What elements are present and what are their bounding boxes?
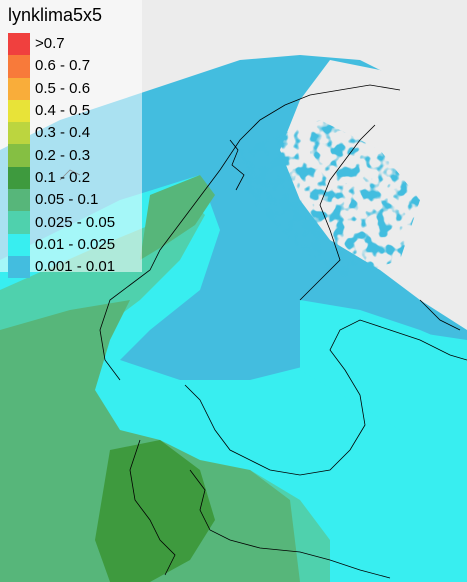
zone-green-northsea [0, 300, 300, 582]
legend-swatch [8, 55, 30, 78]
legend-item: 0.3 - 0.4 [8, 122, 115, 145]
legend-label: 0.01 - 0.025 [35, 235, 116, 253]
coastline-segment [184, 319, 467, 476]
zone-cyan-baltic [300, 300, 467, 440]
legend-item: 0.2 - 0.3 [8, 144, 115, 167]
legend-item: 0.5 - 0.6 [8, 77, 115, 100]
legend-swatch [8, 211, 30, 234]
legend-item: 0.05 - 0.1 [8, 189, 115, 212]
coastline-segment [419, 299, 461, 331]
legend-label: 0.2 - 0.3 [35, 146, 91, 164]
legend-label: 0.3 - 0.4 [35, 124, 91, 142]
legend-item: 0.001 - 0.01 [8, 255, 116, 279]
legend-item: 0.1 - 0.2 [8, 166, 115, 190]
legend-label: 0.6 - 0.7 [35, 57, 91, 75]
legend-swatch [8, 122, 30, 145]
legend-title: lynklima5x5 [8, 5, 103, 25]
coastline-segment [129, 439, 176, 576]
legend-label: 0.1 - 0.2 [35, 168, 91, 186]
zone-green-norway [140, 175, 215, 260]
legend-label: 0.001 - 0.01 [35, 258, 116, 276]
zone-dark-denmark [95, 440, 215, 582]
legend-swatch [8, 233, 30, 256]
legend-item: 0.01 - 0.025 [8, 233, 116, 256]
legend-list: >0.7 0.6 - 0.7 0.5 - 0.6 0.4 - 0.5 0.3 - 0.4… [8, 33, 116, 279]
coastline-segment [99, 84, 401, 381]
legend-swatch [8, 255, 30, 279]
legend-item: 0.025 - 0.05 [8, 211, 116, 234]
legend-swatch [8, 99, 30, 123]
coastline-segment [189, 469, 391, 579]
legend-item: >0.7 [8, 33, 115, 56]
legend-label: >0.7 [35, 35, 65, 53]
legend-item: 0.4 - 0.5 [8, 99, 115, 123]
legend-label: 0.5 - 0.6 [35, 79, 91, 97]
legend-label: 0.05 - 0.1 [35, 191, 99, 209]
legend-item: 0.6 - 0.7 [8, 55, 115, 78]
zone-speckle-patches [240, 120, 420, 280]
legend-swatch [8, 33, 30, 56]
legend-label: 0.025 - 0.05 [35, 213, 116, 231]
legend-swatch [8, 166, 30, 190]
legend-swatch [8, 144, 30, 167]
legend-swatch [8, 77, 30, 100]
coastline-segment [299, 124, 376, 301]
legend-label: 0.4 - 0.5 [35, 102, 91, 120]
legend-swatch [8, 189, 30, 212]
legend: lynklima5x5 >0.7 0.6 - 0.7 0.5 - 0.6 0.4 - … [0, 0, 142, 279]
zone-no-data-arctic [120, 0, 467, 70]
coastline-segment [229, 139, 245, 191]
